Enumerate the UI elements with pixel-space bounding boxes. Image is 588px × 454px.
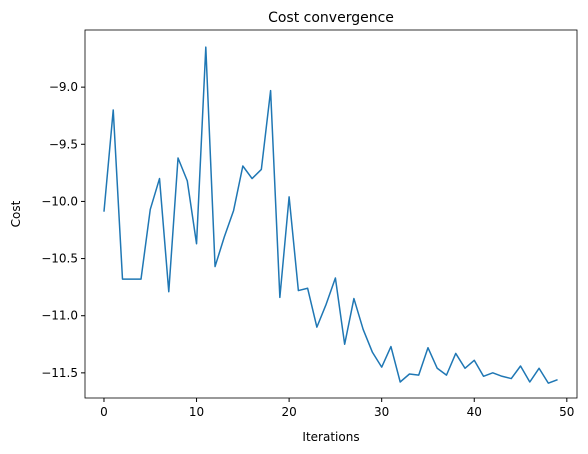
x-tick-label: 10 <box>189 405 204 419</box>
x-axis-label: Iterations <box>302 430 359 444</box>
y-tick-label: −10.0 <box>41 194 78 208</box>
plot-frame <box>84 29 578 399</box>
x-tick-label: 40 <box>467 405 482 419</box>
y-tick-label: −9.0 <box>49 80 78 94</box>
x-tick-label: 20 <box>281 405 296 419</box>
y-tick-label: −11.5 <box>41 366 78 380</box>
line <box>103 46 558 384</box>
y-tick-label: −11.0 <box>41 309 78 323</box>
y-tick-label: −10.5 <box>41 252 78 266</box>
y-tick-label: −9.5 <box>49 137 78 151</box>
chart-title: Cost convergence <box>268 10 394 26</box>
x-tick-label: 30 <box>374 405 389 419</box>
x-tick-label: 0 <box>100 405 108 419</box>
x-tick-label: 50 <box>559 405 574 419</box>
y-axis-label: Cost <box>9 200 23 227</box>
